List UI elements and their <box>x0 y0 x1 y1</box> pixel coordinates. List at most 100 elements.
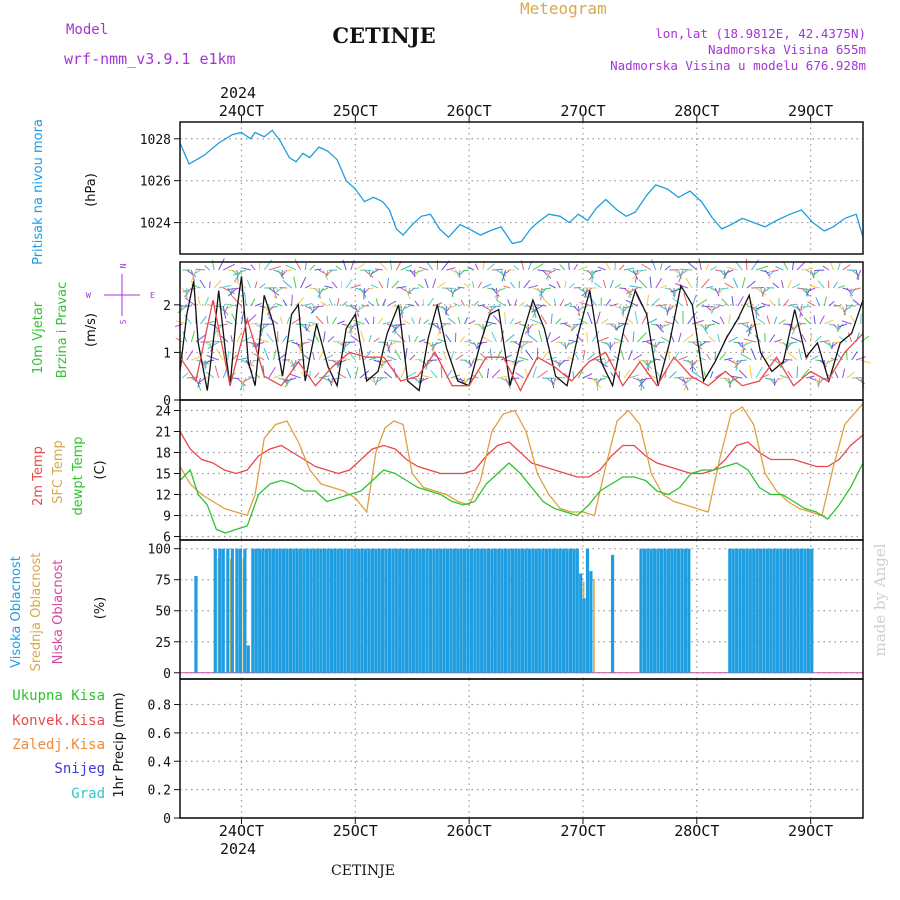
wind-barb <box>787 303 797 307</box>
cloud-bar <box>758 548 763 673</box>
cloud-bar <box>401 548 405 673</box>
cloud-bar <box>213 548 217 673</box>
wind-barb <box>231 295 242 307</box>
cloud-bar <box>398 548 402 673</box>
wind-barb <box>650 297 660 307</box>
wind-barb <box>708 336 716 343</box>
wind-barb <box>696 299 708 307</box>
wind-barb <box>824 319 834 325</box>
wind-barb <box>543 298 552 307</box>
wind-barb <box>683 293 689 307</box>
wind-barb <box>432 302 443 307</box>
wind-barb <box>832 281 838 289</box>
wind-barb <box>388 339 401 343</box>
wind-barb <box>325 269 333 276</box>
wind-barb <box>500 269 506 282</box>
wind-barb <box>622 332 629 343</box>
cloud-bar <box>680 548 684 673</box>
wind-barb <box>737 322 749 325</box>
wind-barb <box>819 340 830 343</box>
wind-barb <box>735 359 747 362</box>
cloud-bar <box>521 548 525 673</box>
wind-barb <box>489 305 502 308</box>
wind-barb <box>756 305 766 310</box>
wind-barb <box>294 259 302 271</box>
cloud-bar <box>803 548 807 673</box>
wind-barb <box>400 264 413 271</box>
wind-unit: (m/s) <box>84 313 99 347</box>
wind-barb <box>300 303 313 307</box>
wind-barb <box>750 348 757 361</box>
wind-barb <box>548 269 556 274</box>
cloud-bar <box>278 548 282 673</box>
wind-barb <box>481 323 493 330</box>
wind-barb <box>790 336 802 343</box>
wind-barb <box>558 359 561 368</box>
wind-barb <box>732 277 739 289</box>
compass-n: N <box>119 263 128 268</box>
wind-barb <box>379 262 388 271</box>
wind-barb <box>174 323 183 328</box>
year-bottom: 2024 <box>220 840 256 858</box>
xtick-label-bottom-2: 26OCT <box>447 822 492 840</box>
ytick-label-precip-3: 0.6 <box>148 727 171 742</box>
wind-barb <box>787 370 793 379</box>
wind-barb <box>625 287 638 295</box>
wind-barb <box>764 377 774 381</box>
cloud-bar <box>610 554 615 673</box>
wind-barb <box>711 319 720 325</box>
wind-barb <box>678 332 682 343</box>
wind-barb <box>199 279 206 289</box>
wind-barb <box>743 338 757 343</box>
xtick-label-top-2: 26OCT <box>447 102 492 120</box>
wind-barb <box>660 305 667 310</box>
wind-barb <box>308 321 319 325</box>
wind-barb <box>464 359 471 365</box>
wind-barb <box>596 311 601 325</box>
wind-barb <box>468 299 471 307</box>
cloud-bar <box>728 548 732 673</box>
wind-barb <box>837 262 841 271</box>
wind-barb <box>664 321 675 325</box>
xtick-label-bottom-1: 25OCT <box>333 822 378 840</box>
series-pressure-0 <box>179 129 864 245</box>
wind-barb <box>468 359 472 367</box>
wind-barb <box>314 268 322 271</box>
cloud-bar <box>288 548 293 673</box>
wind-barb <box>304 323 308 332</box>
wind-barb <box>568 263 570 271</box>
wind-barb <box>447 317 456 325</box>
wind-barb <box>427 297 435 307</box>
wind-barb <box>842 368 846 379</box>
cloud-bar <box>235 548 239 673</box>
wind-barb <box>396 333 406 343</box>
wind-barb <box>223 305 229 315</box>
cloud-bar <box>741 548 746 673</box>
wind-barb <box>605 298 612 307</box>
wind-barb <box>704 323 707 332</box>
ytick-label-temperature-1: 9 <box>163 510 171 525</box>
wind-barb <box>370 284 379 289</box>
wind-barb <box>837 305 845 311</box>
wind-barb <box>450 374 460 379</box>
wind-barb <box>792 283 801 289</box>
wind-barb <box>383 371 393 379</box>
wind-barb <box>766 315 771 325</box>
wind-barb <box>177 305 188 314</box>
wind-barb <box>717 333 721 343</box>
cloud-bar <box>503 548 508 673</box>
cloud-bar <box>514 548 518 673</box>
wind-barb <box>260 323 265 337</box>
cloud-bar <box>218 548 222 673</box>
cloud-bar <box>452 548 456 673</box>
wind-barb <box>734 261 743 271</box>
wind-barb <box>267 305 279 310</box>
xtick-label-top-5: 29OCT <box>788 102 833 120</box>
cloud-bar <box>340 548 344 673</box>
wind-barb <box>807 287 816 292</box>
wind-barb <box>414 300 420 307</box>
wind-barb <box>618 305 624 313</box>
wind-barb <box>462 269 470 272</box>
wind-barb <box>740 353 752 361</box>
wind-barb <box>336 298 340 307</box>
